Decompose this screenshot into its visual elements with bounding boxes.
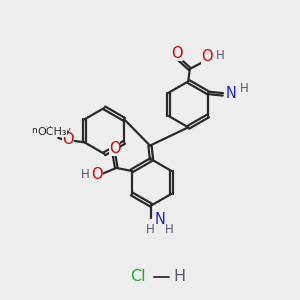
Text: O: O (109, 141, 120, 156)
Text: H: H (173, 269, 185, 284)
Text: O: O (171, 46, 183, 61)
Text: O: O (92, 167, 103, 182)
Text: H: H (165, 223, 174, 236)
Text: H: H (240, 82, 249, 95)
Text: O: O (201, 49, 213, 64)
Text: methoxy: methoxy (31, 126, 70, 135)
Text: O: O (62, 133, 74, 148)
Text: OCH₃: OCH₃ (37, 127, 67, 137)
Text: H: H (81, 168, 89, 181)
Text: N: N (225, 86, 236, 101)
Text: Cl: Cl (130, 269, 146, 284)
Text: H: H (216, 49, 225, 62)
Text: H: H (146, 223, 154, 236)
Text: N: N (154, 212, 165, 227)
